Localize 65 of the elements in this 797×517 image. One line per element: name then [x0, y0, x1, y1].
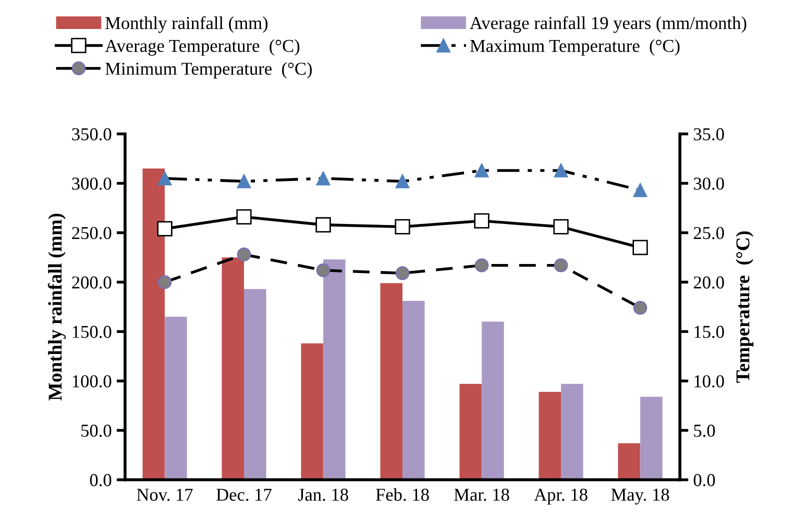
bar	[560, 384, 584, 480]
y-tick-label: 0.0	[90, 474, 112, 486]
legend-label: Average Temperature (°C)	[105, 39, 300, 56]
point	[554, 164, 568, 178]
point	[158, 171, 172, 186]
point	[633, 300, 648, 315]
y-tick-label: 100.0	[72, 375, 112, 388]
legend-label: Average rainfall 19 years (mm/month)	[470, 16, 746, 33]
point	[237, 174, 251, 188]
bar	[538, 392, 561, 480]
point	[394, 219, 410, 234]
y-tick-label: 50.0	[81, 424, 112, 437]
bar	[640, 396, 662, 480]
y2-tick-label: 15.0	[694, 326, 724, 338]
point	[237, 248, 251, 262]
bar	[460, 384, 482, 480]
y-tick-label: 200.0	[72, 276, 112, 289]
legend-label: Monthly rainfall (mm)	[105, 16, 268, 33]
point	[554, 258, 568, 272]
y2-tick-label: 25.0	[694, 226, 724, 240]
point	[553, 219, 569, 234]
bar	[244, 289, 266, 480]
y2-tick-label: 5.0	[694, 424, 715, 437]
bar	[222, 257, 244, 480]
bar	[402, 300, 425, 480]
y-tick-label: 150.0	[72, 326, 112, 338]
point	[632, 240, 648, 256]
y2-tick-label: 10.0	[694, 375, 724, 388]
x-tick-label: Apr. 18	[534, 488, 588, 504]
point	[236, 209, 252, 225]
bar	[618, 443, 640, 480]
y2-tick-label: 20.0	[694, 276, 724, 289]
point	[396, 174, 410, 188]
point	[316, 217, 331, 232]
y-tick-label: 250.0	[72, 226, 112, 240]
y-axis-title: Monthly rainfall (mm)	[48, 214, 66, 400]
bar	[142, 168, 165, 480]
x-tick-label: Mar. 18	[454, 488, 510, 501]
bar	[301, 343, 324, 480]
point	[316, 171, 330, 186]
point	[396, 266, 410, 280]
point	[474, 213, 490, 229]
point	[474, 258, 489, 272]
point	[158, 275, 172, 290]
x-tick-label: Nov. 17	[136, 488, 193, 501]
bar	[482, 322, 504, 480]
legend-label: Maximum Temperature (°C)	[470, 39, 680, 56]
y2-tick-label: 0.0	[694, 474, 715, 486]
y2-tick-label: 30.0	[694, 178, 724, 190]
point	[474, 164, 489, 178]
x-tick-label: Feb. 18	[376, 488, 429, 501]
y-tick-label: 300.0	[72, 178, 112, 190]
x-tick-label: Jan. 18	[298, 488, 348, 501]
point	[157, 221, 172, 236]
x-tick-label: Dec. 17	[216, 488, 272, 501]
y-tick-label: 350.0	[72, 128, 112, 140]
y2-tick-label: 35.0	[694, 128, 724, 140]
y2-axis-title: Temperature (°C)	[736, 231, 754, 383]
x-tick-label: May. 18	[611, 488, 670, 504]
bar	[164, 316, 187, 480]
point	[633, 183, 648, 198]
point	[316, 263, 330, 278]
bar	[380, 283, 402, 480]
bar	[323, 259, 346, 480]
legend-label: Minimum Temperature (°C)	[105, 62, 312, 79]
